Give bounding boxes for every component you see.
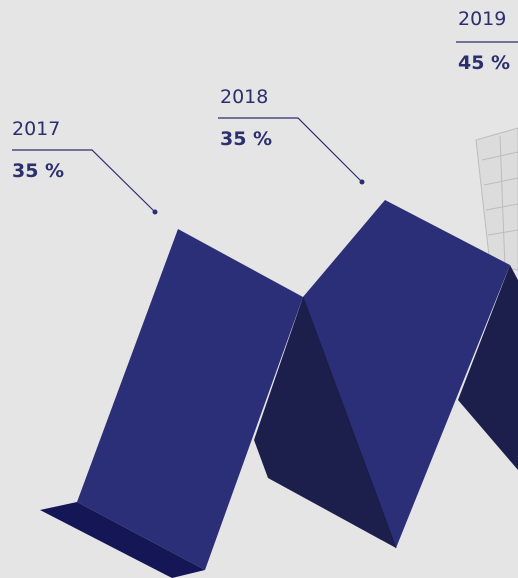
leader-dot <box>152 209 158 215</box>
percent-label: 45 % <box>458 52 511 74</box>
year-label: 2018 <box>220 86 269 108</box>
year-label: 2017 <box>12 118 61 140</box>
percent-label: 35 % <box>220 128 273 150</box>
percent-label: 35 % <box>12 160 65 182</box>
leader-lines <box>12 41 518 213</box>
building-sketch <box>475 127 518 271</box>
leader-dot <box>359 179 365 185</box>
year-label: 2019 <box>458 8 507 30</box>
folded-paper <box>40 200 518 578</box>
